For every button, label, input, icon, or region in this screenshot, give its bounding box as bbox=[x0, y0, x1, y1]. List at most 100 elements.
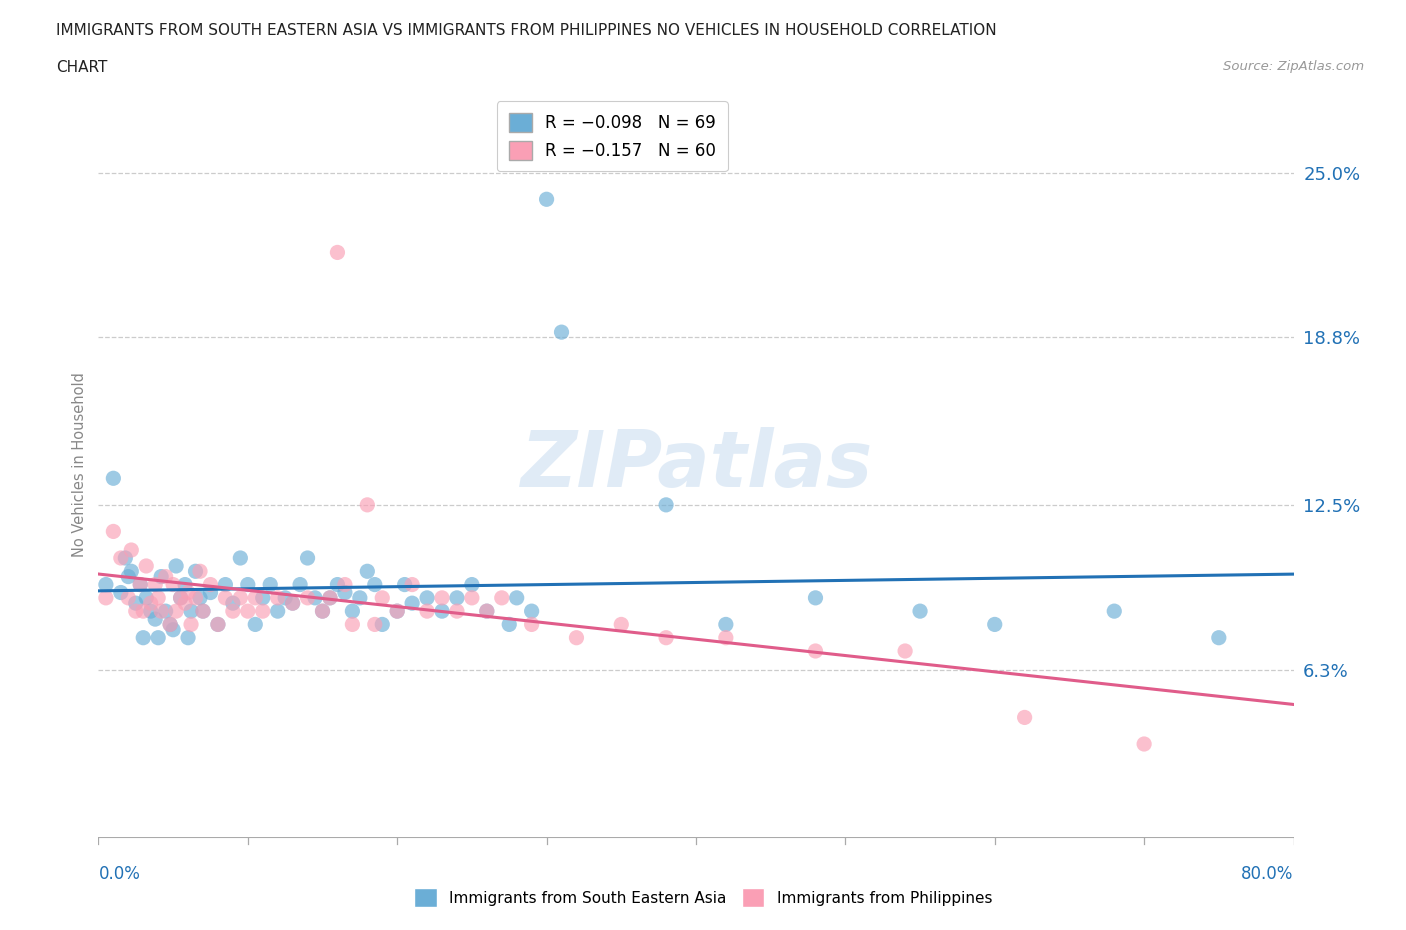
Point bbox=[267, 591, 290, 605]
Point bbox=[229, 591, 252, 605]
Point bbox=[165, 604, 187, 618]
Point bbox=[207, 617, 229, 631]
Point bbox=[416, 591, 439, 605]
Point bbox=[475, 604, 498, 618]
Point bbox=[714, 617, 737, 631]
Y-axis label: No Vehicles in Household: No Vehicles in Household bbox=[72, 373, 87, 557]
Point bbox=[169, 591, 191, 605]
Point bbox=[461, 578, 484, 592]
Legend: Immigrants from South Eastern Asia, Immigrants from Philippines: Immigrants from South Eastern Asia, Immi… bbox=[408, 883, 998, 913]
Point bbox=[446, 591, 468, 605]
Point bbox=[177, 631, 200, 645]
Point bbox=[150, 604, 173, 618]
Point bbox=[536, 192, 558, 206]
Point bbox=[319, 591, 342, 605]
Point bbox=[125, 604, 148, 618]
Point bbox=[1208, 631, 1230, 645]
Point bbox=[259, 578, 281, 592]
Point bbox=[304, 591, 326, 605]
Point bbox=[311, 604, 333, 618]
Point bbox=[150, 569, 173, 584]
Point bbox=[274, 591, 297, 605]
Point bbox=[188, 564, 211, 578]
Point bbox=[236, 604, 259, 618]
Point bbox=[200, 585, 222, 600]
Point bbox=[297, 591, 319, 605]
Point bbox=[222, 596, 245, 611]
Point bbox=[155, 569, 177, 584]
Point bbox=[174, 596, 197, 611]
Point bbox=[342, 604, 364, 618]
Text: ZIPatlas: ZIPatlas bbox=[520, 427, 872, 503]
Point bbox=[229, 551, 252, 565]
Point bbox=[180, 617, 202, 631]
Point bbox=[135, 591, 157, 605]
Point bbox=[125, 596, 148, 611]
Point bbox=[94, 591, 117, 605]
Point bbox=[184, 591, 207, 605]
Point bbox=[252, 591, 274, 605]
Point bbox=[267, 604, 290, 618]
Point bbox=[401, 596, 423, 611]
Point bbox=[371, 591, 394, 605]
Point bbox=[132, 604, 155, 618]
Point bbox=[430, 591, 453, 605]
Point bbox=[894, 644, 917, 658]
Point bbox=[200, 578, 222, 592]
Point bbox=[117, 591, 139, 605]
Text: 80.0%: 80.0% bbox=[1241, 865, 1294, 883]
Point bbox=[214, 591, 236, 605]
Point bbox=[297, 551, 319, 565]
Point bbox=[364, 578, 387, 592]
Point bbox=[333, 578, 356, 592]
Point bbox=[281, 596, 304, 611]
Point bbox=[139, 596, 162, 611]
Point bbox=[385, 604, 409, 618]
Point bbox=[475, 604, 498, 618]
Point bbox=[349, 591, 371, 605]
Point bbox=[333, 585, 356, 600]
Point bbox=[180, 604, 202, 618]
Point bbox=[655, 498, 678, 512]
Point bbox=[342, 617, 364, 631]
Point bbox=[1102, 604, 1125, 618]
Point bbox=[236, 578, 259, 592]
Point bbox=[356, 564, 378, 578]
Point bbox=[498, 617, 520, 631]
Point bbox=[207, 617, 229, 631]
Point bbox=[1133, 737, 1156, 751]
Point bbox=[326, 578, 349, 592]
Point bbox=[245, 617, 267, 631]
Point bbox=[148, 631, 170, 645]
Point bbox=[135, 559, 157, 574]
Point bbox=[245, 591, 267, 605]
Point bbox=[610, 617, 633, 631]
Point bbox=[416, 604, 439, 618]
Point bbox=[655, 631, 678, 645]
Text: 0.0%: 0.0% bbox=[98, 865, 141, 883]
Point bbox=[103, 471, 125, 485]
Point bbox=[983, 617, 1005, 631]
Point bbox=[120, 542, 142, 557]
Point bbox=[129, 578, 152, 592]
Point bbox=[177, 585, 200, 600]
Point bbox=[371, 617, 394, 631]
Legend: R = −0.098   N = 69, R = −0.157   N = 60: R = −0.098 N = 69, R = −0.157 N = 60 bbox=[496, 101, 728, 171]
Point bbox=[103, 524, 125, 538]
Point bbox=[385, 604, 409, 618]
Point bbox=[110, 551, 132, 565]
Point bbox=[401, 578, 423, 592]
Point bbox=[162, 578, 184, 592]
Point bbox=[461, 591, 484, 605]
Point bbox=[184, 564, 207, 578]
Point bbox=[520, 604, 543, 618]
Point bbox=[110, 585, 132, 600]
Point bbox=[159, 617, 181, 631]
Point bbox=[174, 578, 197, 592]
Point bbox=[143, 578, 166, 592]
Point bbox=[191, 604, 214, 618]
Point bbox=[288, 578, 311, 592]
Point bbox=[188, 591, 211, 605]
Point bbox=[169, 591, 191, 605]
Point bbox=[191, 604, 214, 618]
